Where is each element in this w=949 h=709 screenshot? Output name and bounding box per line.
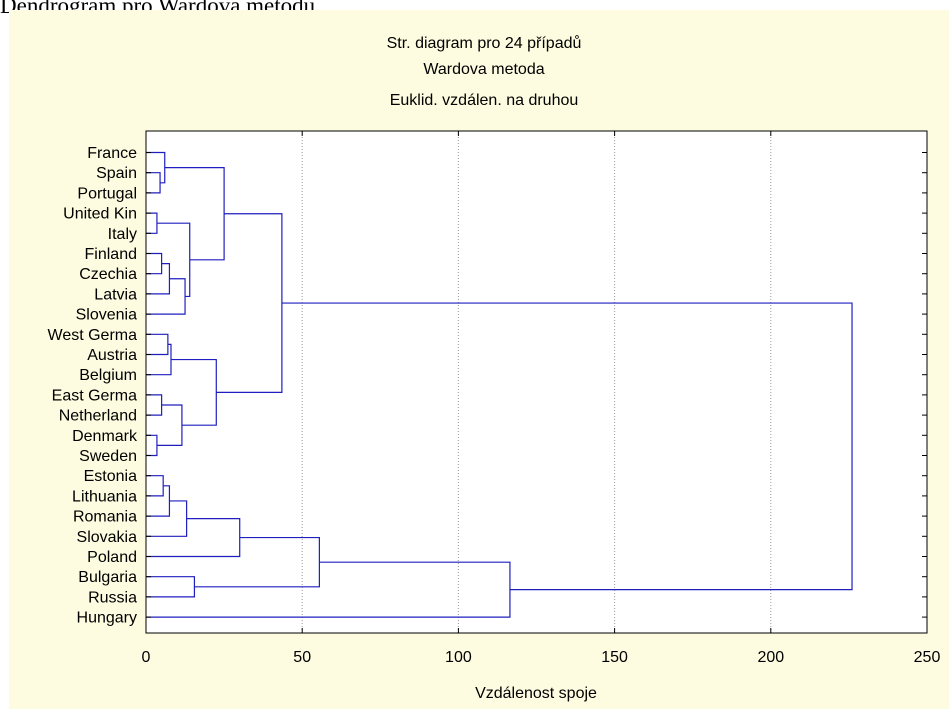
x-tick-labels: 0 50 100 150 200 250: [142, 649, 941, 666]
leaf-label: Hungary: [77, 610, 137, 627]
chart-title: Str. diagram pro 24 případů: [387, 34, 582, 52]
leaf-label: Finland: [85, 246, 137, 263]
leaf-label: France: [87, 145, 137, 162]
x-tick-label: 150: [601, 649, 628, 666]
chart-panel: Str. diagram pro 24 případů Wardova meto…: [9, 10, 949, 709]
leaf-label: West Germa: [48, 327, 138, 344]
chart-subtitle: Wardova metoda: [423, 61, 544, 78]
leaf-label: Portugal: [77, 185, 137, 202]
x-tick-label: 50: [293, 649, 311, 666]
leaf-label: Sweden: [79, 448, 137, 465]
dendrogram-chart: Str. diagram pro 24 případů Wardova meto…: [48, 34, 941, 702]
leaf-label: Slovakia: [77, 529, 138, 546]
leaf-label: Belgium: [79, 367, 137, 384]
leaf-label: Austria: [87, 347, 137, 364]
x-tick-label: 250: [914, 649, 941, 666]
chart-subtitle-2: Euklid. vzdálen. na druhou: [390, 92, 579, 109]
leaf-label: Spain: [96, 165, 137, 182]
leaf-label: Romania: [73, 509, 137, 526]
dendrogram-links: [146, 151, 853, 618]
leaf-label: Italy: [108, 226, 137, 243]
x-tick-label: 0: [142, 649, 151, 666]
leaf-label: Denmark: [72, 428, 138, 445]
leaf-label: East Germa: [52, 387, 137, 404]
plot-area: [146, 131, 927, 633]
dendrogram-link: [281, 302, 853, 591]
axis-ticks: [145, 131, 928, 633]
leaf-labels: France Spain Portugal United Kin Italy Finlan…: [48, 145, 139, 627]
leaf-label: Russia: [88, 589, 137, 606]
leaf-label: Lithuania: [72, 488, 137, 505]
leaf-label: Czechia: [79, 266, 137, 283]
x-tick-label: 200: [757, 649, 784, 666]
x-axis-label: Vzdálenost spoje: [475, 685, 597, 702]
x-tick-label: 100: [445, 649, 472, 666]
plot-frame: [145, 130, 928, 634]
leaf-label: Estonia: [84, 468, 137, 485]
leaf-label: Bulgaria: [78, 569, 137, 586]
leaf-label: Slovenia: [76, 307, 137, 324]
leaf-label: Latvia: [94, 286, 137, 303]
leaf-label: Netherland: [59, 408, 137, 425]
leaf-label: Poland: [87, 549, 137, 566]
leaf-label: United Kin: [63, 206, 137, 223]
